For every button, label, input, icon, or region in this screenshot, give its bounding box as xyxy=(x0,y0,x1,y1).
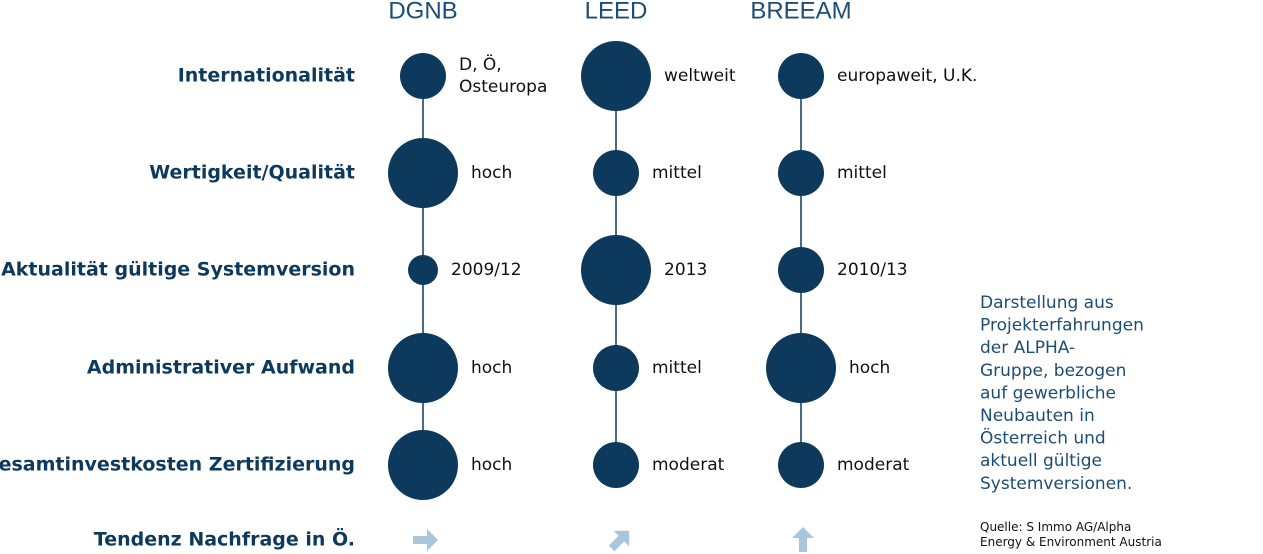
cell-text: 2013 xyxy=(664,260,707,280)
cell-line: europaweit, U.K. xyxy=(837,66,977,86)
row-label: Administrativer Aufwand xyxy=(87,357,355,379)
cell-text: mittel xyxy=(837,163,887,183)
cell-line: hoch xyxy=(471,358,512,378)
cell-line: 2013 xyxy=(664,260,707,280)
cell-text: moderat xyxy=(652,455,725,475)
cell-line: D, Ö, xyxy=(459,53,502,75)
row-label: Gesamtinvestkosten Zertifizierung xyxy=(0,454,355,476)
note-line: Gruppe, bezogen xyxy=(980,361,1126,381)
rating-circle xyxy=(778,150,824,196)
cell-line: moderat xyxy=(837,455,910,475)
cell-line: Osteuropa xyxy=(459,77,547,97)
cell-line: mittel xyxy=(837,163,887,183)
trend-arrow xyxy=(792,527,814,552)
cell-text: 2009/12 xyxy=(451,260,522,280)
cell-text: hoch xyxy=(471,163,512,183)
rating-circle xyxy=(408,255,438,285)
cell-text: mittel xyxy=(652,163,702,183)
column-header: DGNB xyxy=(388,0,457,24)
note: Darstellung aus Projekterfahrungen der ALP… xyxy=(980,293,1144,494)
cell-line: hoch xyxy=(471,163,512,183)
cell-line: hoch xyxy=(471,455,512,475)
cell-line: hoch xyxy=(849,358,890,378)
rating-circle xyxy=(593,442,639,488)
rating-circle xyxy=(400,53,446,99)
rating-circle xyxy=(766,333,836,403)
cell-line: mittel xyxy=(652,163,702,183)
cell-text: europaweit, U.K. xyxy=(837,66,977,86)
column-header: LEED xyxy=(585,0,648,24)
cell-line: moderat xyxy=(652,455,725,475)
note-line: Darstellung aus xyxy=(980,293,1114,313)
cell-text: mittel xyxy=(652,358,702,378)
rating-circle xyxy=(388,333,458,403)
note-line: auf gewerbliche xyxy=(980,383,1116,403)
rating-circle xyxy=(778,53,824,99)
row-label: Wertigkeit/Qualität xyxy=(149,162,355,184)
cell-line: 2009/12 xyxy=(451,260,522,280)
rating-circle xyxy=(581,235,651,305)
cell-line: weltweit xyxy=(664,66,736,86)
cell-text: hoch xyxy=(471,455,512,475)
cell-line: 2010/13 xyxy=(837,260,908,280)
note-line: Österreich und xyxy=(980,427,1106,449)
trend-arrow xyxy=(413,529,438,551)
note-line: Neubauten in xyxy=(980,406,1095,426)
source-line: Quelle: S Immo AG/Alpha xyxy=(980,520,1131,534)
rating-circle xyxy=(778,247,824,293)
note-line: aktuell gültige xyxy=(980,451,1102,471)
rating-circle xyxy=(778,442,824,488)
cell-text: 2010/13 xyxy=(837,260,908,280)
cell-text: weltweit xyxy=(664,66,736,86)
cell-text: hoch xyxy=(849,358,890,378)
trend-arrow xyxy=(608,530,630,552)
row-label: Internationalität xyxy=(178,65,355,87)
row-label: Aktualität gültige Systemversion xyxy=(1,259,355,281)
cell-text: D, Ö, Osteuropa xyxy=(459,53,547,97)
rating-circle xyxy=(593,150,639,196)
rating-circle xyxy=(388,138,458,208)
note-line: Systemversionen. xyxy=(980,474,1132,494)
note-line: der ALPHA- xyxy=(980,338,1075,358)
rating-circle xyxy=(388,430,458,500)
column-header: BREEAM xyxy=(750,0,851,24)
rating-circle xyxy=(593,345,639,391)
source-line: Energy & Environment Austria xyxy=(980,535,1162,549)
rating-circle xyxy=(581,41,651,111)
note-line: Projekterfahrungen xyxy=(980,316,1144,336)
trend-label: Tendenz Nachfrage in Ö. xyxy=(94,527,355,551)
cell-line: mittel xyxy=(652,358,702,378)
cell-text: hoch xyxy=(471,358,512,378)
cell-text: moderat xyxy=(837,455,910,475)
source: Quelle: S Immo AG/Alpha Energy & Environm… xyxy=(980,520,1162,549)
